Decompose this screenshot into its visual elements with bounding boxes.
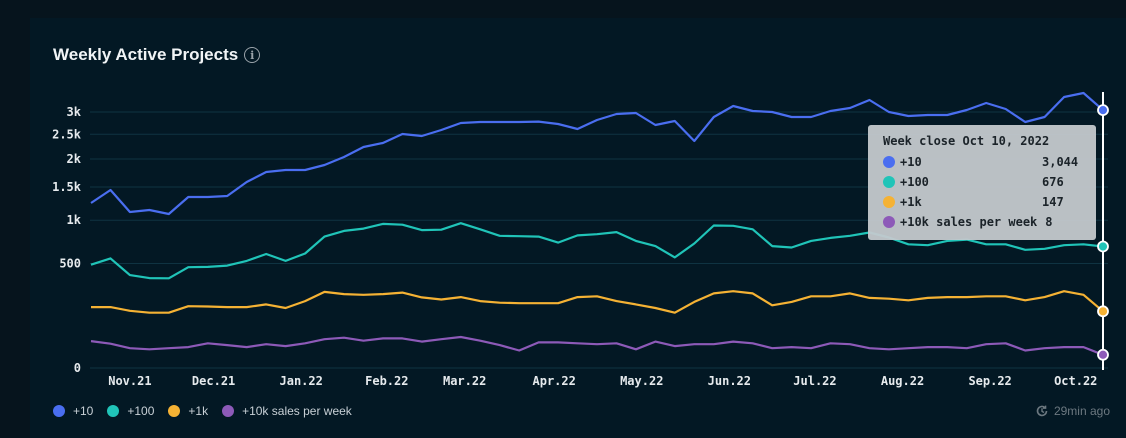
legend-dot-icon [222, 405, 235, 417]
y-tick-label: 2.5k [52, 127, 82, 141]
x-tick-label: Feb.22 [365, 374, 408, 388]
x-tick-label: Jan.22 [280, 374, 323, 388]
y-tick-label: 3k [67, 105, 82, 119]
legend-dot-icon [168, 405, 181, 417]
hover-point [1097, 240, 1109, 253]
tooltip-value: 147 [1042, 195, 1064, 209]
hover-point [1097, 104, 1109, 117]
y-tick-label: 1.5k [52, 180, 82, 194]
tooltip-header: Week close Oct 10, 2022 [883, 134, 1050, 148]
hover-point [1097, 305, 1109, 318]
legend-item[interactable]: +10k sales per week [222, 404, 352, 418]
series-line[interactable] [91, 290, 1104, 314]
x-tick-label: Aug.22 [881, 374, 924, 388]
x-tick-label: Apr.22 [533, 374, 576, 388]
tooltip-value: 676 [1042, 175, 1064, 189]
x-tick-label: Sep.22 [968, 374, 1011, 388]
chart-legend: +10 +100 +1k +10k sales per week [53, 404, 352, 418]
x-tick-label: Jun.22 [708, 374, 751, 388]
tooltip-label: +100 [900, 175, 929, 189]
x-tick-label: May.22 [620, 374, 663, 388]
legend-label: +100 [127, 404, 155, 418]
x-tick-label: Jul.22 [793, 374, 836, 388]
tooltip-value: 8 [1045, 215, 1053, 229]
x-tick-label: Nov.21 [108, 374, 151, 388]
tooltip-label: +10 [900, 155, 922, 169]
hover-point [1097, 348, 1109, 361]
chart-title-text: Weekly Active Projects [53, 45, 239, 64]
series-dot-icon [883, 176, 895, 188]
y-tick-label: 2k [67, 152, 82, 166]
series-dot-icon [883, 216, 895, 228]
legend-dot-icon [53, 405, 65, 417]
tooltip-row: +10k sales per week 8 [883, 212, 1096, 232]
tooltip-label: +1k [900, 195, 922, 209]
series-dot-icon [883, 156, 895, 168]
legend-item[interactable]: +100 [107, 404, 154, 418]
legend-label: +10 [73, 404, 94, 418]
legend-item[interactable]: +1k [168, 404, 208, 418]
last-updated: 29min ago [1035, 404, 1110, 418]
series-line[interactable] [90, 335, 1104, 356]
series-line[interactable] [90, 222, 1104, 280]
clock-refresh-icon [1036, 405, 1048, 417]
legend-item[interactable]: +10 [53, 404, 93, 418]
legend-label: +10k sales per week [242, 404, 352, 418]
x-tick-label: Dec.21 [192, 374, 235, 388]
tooltip: Week close Oct 10, 2022 +10 3,044 +100 676… [868, 125, 1096, 240]
x-tick-label: Mar.22 [443, 374, 486, 388]
legend-label: +1k [188, 404, 209, 418]
tooltip-row: +100 676 [883, 172, 1096, 192]
last-updated-text: 29min ago [1053, 404, 1110, 418]
tooltip-row: +10 3,044 [883, 152, 1096, 172]
legend-dot-icon [107, 405, 120, 417]
y-tick-label: 1k [67, 213, 82, 227]
info-circle-icon[interactable]: i [244, 47, 261, 63]
tooltip-row: +1k 147 [883, 192, 1096, 212]
chart-title: Weekly Active Projects i [53, 45, 261, 65]
tooltip-label: +10k sales per week [900, 215, 1038, 229]
tooltip-value: 3,044 [1042, 155, 1079, 169]
series-dot-icon [883, 196, 895, 208]
series-line[interactable] [90, 91, 1104, 216]
y-tick-label: 0 [74, 361, 81, 375]
x-tick-label: Oct.22 [1054, 374, 1097, 388]
y-tick-label: 500 [59, 256, 81, 270]
